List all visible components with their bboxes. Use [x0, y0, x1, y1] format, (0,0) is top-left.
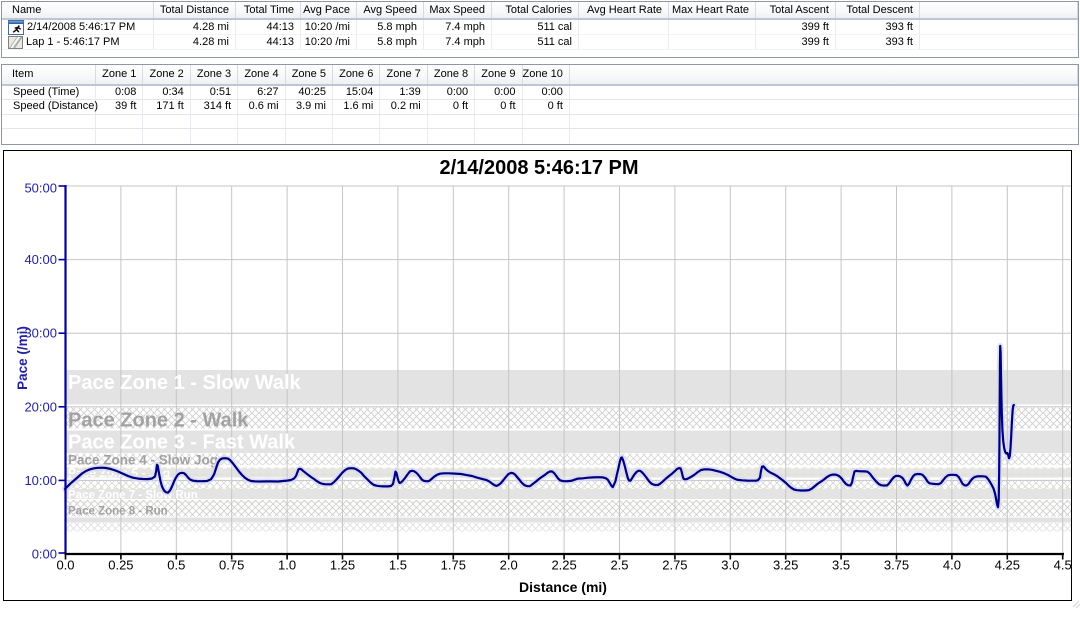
svg-text:Pace Zone 7 - Slow Run: Pace Zone 7 - Slow Run [68, 490, 198, 502]
svg-text:0.25: 0.25 [108, 558, 133, 573]
svg-text:4.0: 4.0 [943, 558, 961, 573]
svg-text:2/14/2008 5:46:17 PM: 2/14/2008 5:46:17 PM [439, 157, 638, 179]
svg-text:3.5: 3.5 [832, 558, 850, 573]
svg-text:40:00: 40:00 [24, 252, 57, 267]
svg-text:Pace (/mi): Pace (/mi) [15, 326, 30, 390]
svg-text:4.25: 4.25 [995, 558, 1020, 573]
svg-text:1.75: 1.75 [441, 558, 466, 573]
svg-text:1.25: 1.25 [330, 558, 355, 573]
svg-text:2.75: 2.75 [662, 558, 687, 573]
svg-text:2.0: 2.0 [500, 558, 518, 573]
svg-text:Pace Zone 1 - Slow Walk: Pace Zone 1 - Slow Walk [68, 372, 302, 394]
svg-text:0.75: 0.75 [219, 558, 244, 573]
svg-text:1.5: 1.5 [389, 558, 407, 573]
svg-text:3.25: 3.25 [773, 558, 798, 573]
svg-text:Pace Zone 4 - Slow Jog: Pace Zone 4 - Slow Jog [68, 453, 218, 468]
svg-text:0.5: 0.5 [167, 558, 185, 573]
svg-text:50:00: 50:00 [24, 181, 57, 196]
svg-text:0:00: 0:00 [32, 547, 57, 562]
svg-text:Pace Zone 3 - Fast Walk: Pace Zone 3 - Fast Walk [68, 432, 296, 454]
svg-text:30:00: 30:00 [24, 326, 57, 341]
svg-text:20:00: 20:00 [24, 399, 57, 414]
svg-text:Pace Zone 8 - Run: Pace Zone 8 - Run [68, 506, 168, 518]
svg-text:2.5: 2.5 [610, 558, 628, 573]
svg-text:10:00: 10:00 [24, 473, 57, 488]
svg-text:3.75: 3.75 [884, 558, 909, 573]
svg-text:3.0: 3.0 [721, 558, 739, 573]
svg-text:4.5: 4.5 [1054, 558, 1072, 573]
svg-text:Pace Zone 2 - Walk: Pace Zone 2 - Walk [68, 410, 249, 432]
svg-text:0.0: 0.0 [56, 558, 74, 573]
svg-text:1.0: 1.0 [278, 558, 296, 573]
svg-text:2.25: 2.25 [551, 558, 576, 573]
svg-text:Distance (mi): Distance (mi) [519, 579, 607, 595]
